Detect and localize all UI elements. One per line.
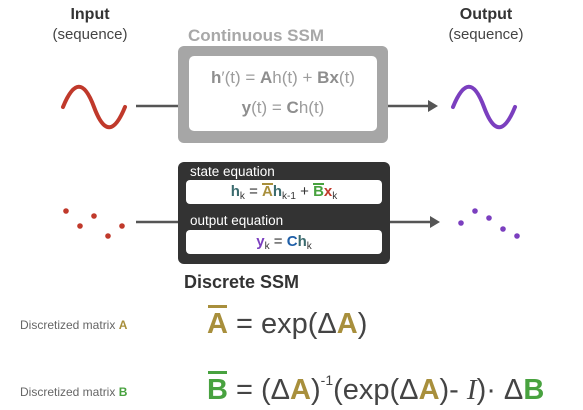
input-dot xyxy=(119,223,125,229)
input-dot xyxy=(77,223,83,229)
input-wave xyxy=(61,85,127,129)
discrete-output-equation: yk = Chk xyxy=(256,233,312,252)
output-wave xyxy=(451,85,517,129)
continuous-arrowhead xyxy=(428,100,438,112)
continuous-state-equation: h′(t) = Ah(t) + Bx(t) xyxy=(211,68,355,87)
continuous-output-equation: y(t) = Ch(t) xyxy=(241,98,325,117)
input-dot xyxy=(91,213,97,219)
state-equation-label: state equation xyxy=(190,164,275,179)
input-title: Input xyxy=(70,6,110,23)
discrete-arrowhead xyxy=(430,216,440,228)
output-dot xyxy=(458,220,464,226)
output-dot xyxy=(514,233,520,239)
matrix-a-equation: A = exp(ΔA) xyxy=(207,305,368,340)
state-equation-bar: hk = Ahk-1 + Bxk xyxy=(186,180,382,204)
matrix-a-label: Discretized matrix A xyxy=(20,318,128,332)
discrete-ssm-title: Discrete SSM xyxy=(184,272,300,292)
output-dot xyxy=(500,226,506,232)
continuous-ssm-title: Continuous SSM xyxy=(188,26,324,45)
input-dot xyxy=(63,208,69,214)
output-dot xyxy=(486,215,492,221)
continuous-ssm-box: h′(t) = Ah(t) + Bx(t) y(t) = Ch(t) xyxy=(178,46,388,143)
output-title: Output xyxy=(459,6,513,23)
output-equation-label: output equation xyxy=(190,213,284,228)
matrix-b-equation: B = (ΔA)-1(exp(ΔA)- I)· ΔB xyxy=(207,371,545,406)
continuous-ssm-inner: h′(t) = Ah(t) + Bx(t) y(t) = Ch(t) xyxy=(189,56,377,131)
discrete-ssm-box: state equation hk = Ahk-1 + Bxk output e… xyxy=(178,162,390,264)
output-subtitle: (sequence) xyxy=(448,26,524,43)
input-dot xyxy=(105,233,111,239)
output-dot xyxy=(472,208,478,214)
matrix-b-label: Discretized matrix B xyxy=(20,385,128,399)
discrete-state-equation: hk = Ahk-1 + Bxk xyxy=(230,183,338,202)
output-equation-bar: yk = Chk xyxy=(186,230,382,254)
input-subtitle: (sequence) xyxy=(52,26,128,43)
